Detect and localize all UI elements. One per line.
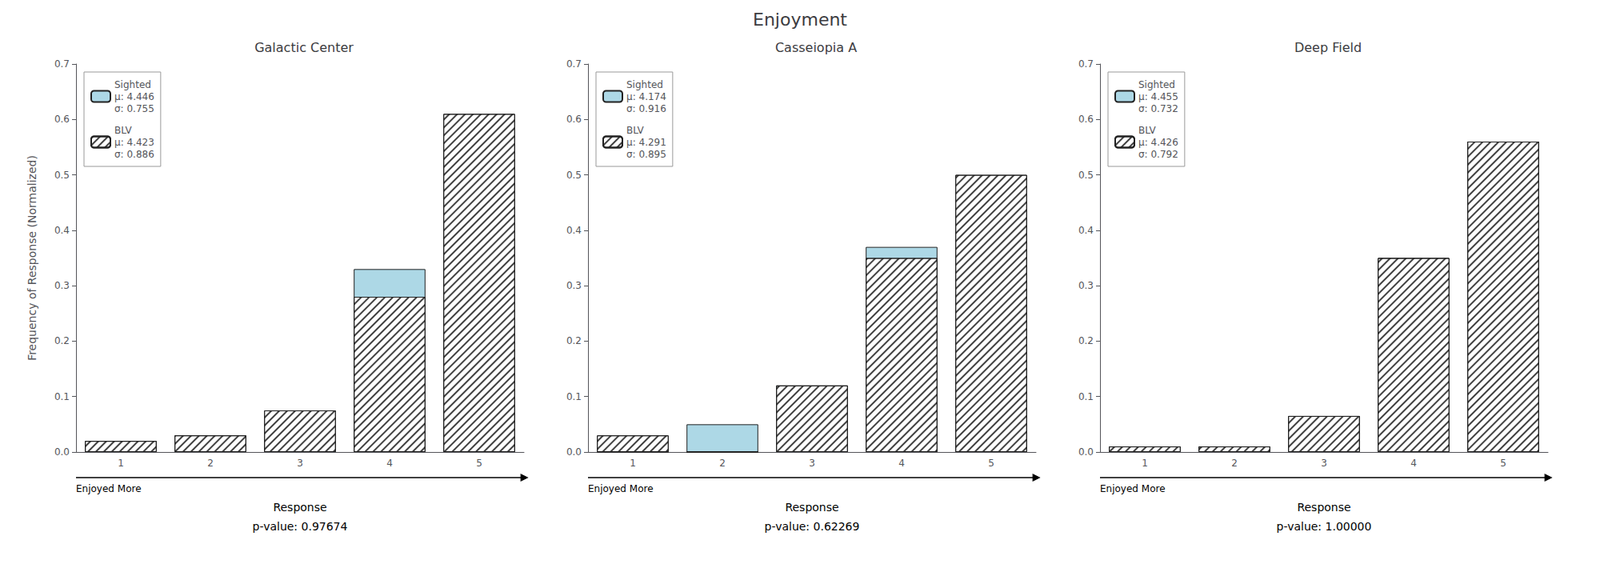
svg-text:Enjoyment: Enjoyment bbox=[752, 9, 848, 30]
svg-text:σ: 0.916: σ: 0.916 bbox=[626, 103, 667, 115]
svg-text:p-value: 0.62269: p-value: 0.62269 bbox=[764, 520, 860, 533]
svg-text:0.7: 0.7 bbox=[54, 58, 70, 70]
svg-text:0.6: 0.6 bbox=[54, 113, 70, 125]
svg-text:0.1: 0.1 bbox=[566, 391, 582, 403]
svg-text:μ: 4.426: μ: 4.426 bbox=[1138, 136, 1179, 148]
svg-text:σ: 0.886: σ: 0.886 bbox=[114, 148, 155, 160]
svg-text:0.0: 0.0 bbox=[54, 446, 70, 458]
svg-text:4: 4 bbox=[1410, 457, 1417, 469]
svg-text:Response: Response bbox=[784, 500, 839, 514]
svg-text:0.3: 0.3 bbox=[54, 280, 70, 292]
svg-text:3: 3 bbox=[1320, 457, 1328, 469]
svg-text:0.6: 0.6 bbox=[1078, 113, 1094, 125]
svg-text:5: 5 bbox=[1500, 457, 1507, 469]
svg-text:μ: 4.423: μ: 4.423 bbox=[114, 136, 155, 148]
svg-text:Response: Response bbox=[272, 500, 327, 514]
svg-text:Casseiopia A: Casseiopia A bbox=[775, 40, 857, 56]
svg-text:Response: Response bbox=[1296, 500, 1351, 514]
svg-text:σ: 0.895: σ: 0.895 bbox=[626, 148, 667, 160]
svg-text:0.1: 0.1 bbox=[1078, 391, 1094, 403]
svg-text:0.5: 0.5 bbox=[54, 169, 70, 181]
svg-text:μ: 4.455: μ: 4.455 bbox=[1138, 91, 1179, 103]
svg-text:1: 1 bbox=[117, 457, 124, 469]
svg-text:2: 2 bbox=[207, 457, 214, 469]
svg-text:μ: 4.291: μ: 4.291 bbox=[626, 136, 667, 148]
svg-text:0.0: 0.0 bbox=[1078, 446, 1094, 458]
svg-text:Enjoyed More: Enjoyed More bbox=[1100, 483, 1166, 495]
svg-text:BLV: BLV bbox=[1138, 124, 1157, 136]
svg-text:BLV: BLV bbox=[114, 124, 133, 136]
svg-text:0.1: 0.1 bbox=[54, 391, 70, 403]
svg-text:0.4: 0.4 bbox=[54, 224, 70, 236]
svg-text:0.2: 0.2 bbox=[1078, 335, 1094, 347]
svg-text:p-value: 0.97674: p-value: 0.97674 bbox=[252, 520, 348, 533]
svg-text:4: 4 bbox=[386, 457, 393, 469]
svg-text:0.4: 0.4 bbox=[1078, 224, 1094, 236]
svg-text:2: 2 bbox=[1231, 457, 1238, 469]
svg-text:1: 1 bbox=[1141, 457, 1148, 469]
svg-text:0.7: 0.7 bbox=[1078, 58, 1094, 70]
svg-text:σ: 0.792: σ: 0.792 bbox=[1138, 148, 1179, 160]
svg-text:0.3: 0.3 bbox=[566, 280, 582, 292]
svg-text:μ: 4.446: μ: 4.446 bbox=[114, 91, 155, 103]
svg-text:Sighted: Sighted bbox=[1138, 79, 1176, 91]
svg-text:Galactic Center: Galactic Center bbox=[254, 40, 354, 56]
svg-text:0.2: 0.2 bbox=[54, 335, 70, 347]
svg-text:Frequency of Response (Normali: Frequency of Response (Normalized) bbox=[25, 155, 39, 361]
svg-text:σ: 0.732: σ: 0.732 bbox=[1138, 103, 1179, 115]
svg-text:4: 4 bbox=[898, 457, 905, 469]
svg-text:0.0: 0.0 bbox=[566, 446, 582, 458]
svg-text:0.5: 0.5 bbox=[1078, 169, 1094, 181]
svg-text:3: 3 bbox=[296, 457, 304, 469]
svg-text:σ: 0.755: σ: 0.755 bbox=[114, 103, 155, 115]
svg-text:μ: 4.174: μ: 4.174 bbox=[626, 91, 667, 103]
svg-text:Sighted: Sighted bbox=[114, 79, 152, 91]
svg-text:0.6: 0.6 bbox=[566, 113, 582, 125]
svg-text:5: 5 bbox=[988, 457, 995, 469]
svg-text:5: 5 bbox=[476, 457, 483, 469]
svg-text:0.2: 0.2 bbox=[566, 335, 582, 347]
svg-text:0.5: 0.5 bbox=[566, 169, 582, 181]
svg-text:p-value: 1.00000: p-value: 1.00000 bbox=[1276, 520, 1372, 533]
svg-text:2: 2 bbox=[719, 457, 726, 469]
svg-text:Enjoyed More: Enjoyed More bbox=[588, 483, 654, 495]
svg-text:Sighted: Sighted bbox=[626, 79, 664, 91]
svg-text:BLV: BLV bbox=[626, 124, 645, 136]
svg-text:Deep Field: Deep Field bbox=[1294, 40, 1362, 56]
svg-text:Enjoyed More: Enjoyed More bbox=[76, 483, 142, 495]
svg-text:1: 1 bbox=[629, 457, 636, 469]
svg-text:0.3: 0.3 bbox=[1078, 280, 1094, 292]
svg-text:3: 3 bbox=[808, 457, 816, 469]
svg-text:0.7: 0.7 bbox=[566, 58, 582, 70]
svg-text:0.4: 0.4 bbox=[566, 224, 582, 236]
